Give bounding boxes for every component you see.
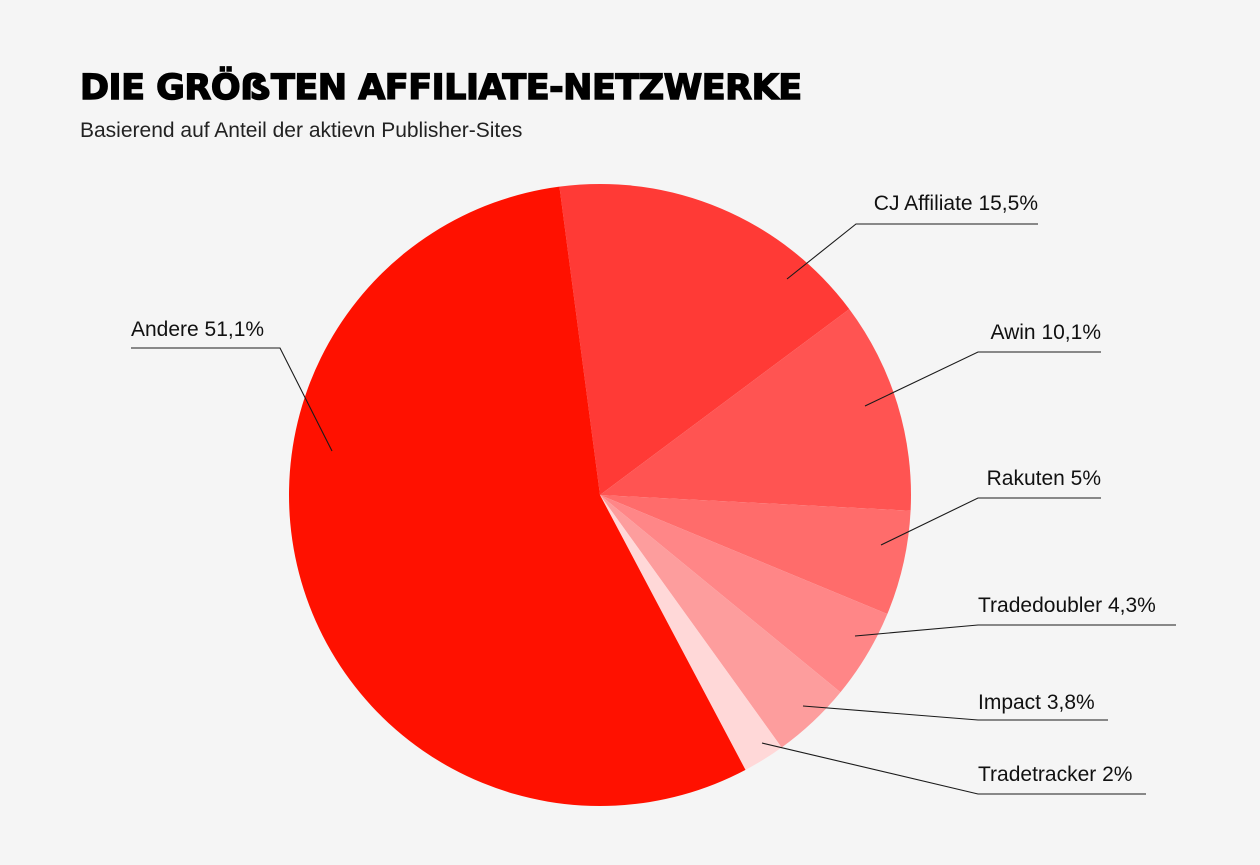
slice-label: Tradetracker 2% (978, 763, 1132, 786)
slice-label: Rakuten 5% (987, 467, 1101, 490)
slice-label: Andere 51,1% (131, 318, 264, 341)
leader-line (786, 223, 1038, 280)
slice-label: Tradedoubler 4,3% (978, 594, 1156, 617)
pie-slice-cj-affiliate (559, 183, 850, 495)
pie-slices (288, 183, 911, 806)
pie-slice-tradetracker (600, 495, 782, 770)
pie-slice-andere (288, 186, 746, 806)
pie-slice-tradedoubler (600, 495, 888, 693)
leader-line (880, 497, 1101, 546)
leader-line (761, 742, 1146, 795)
slice-label: Impact 3,8% (978, 691, 1095, 714)
pie-slice-rakuten (600, 495, 911, 615)
chart-subtitle: Basierend auf Anteil der aktievn Publish… (80, 119, 523, 142)
pie-slice-awin (600, 309, 911, 511)
chart-title: DIE GRÖẞTEN AFFILIATE-NETZWERKE (79, 67, 803, 108)
pie-slice-impact (600, 495, 841, 748)
label-leaders: CJ Affiliate 15,5% Awin 10,1% Rakuten 5% Tr… (131, 192, 1176, 795)
slice-label: Awin 10,1% (990, 321, 1101, 344)
leader-line (802, 705, 1108, 721)
leader-line (854, 624, 1176, 637)
slice-label: CJ Affiliate 15,5% (874, 192, 1038, 215)
leader-line (864, 351, 1101, 407)
leader-line (131, 347, 333, 452)
